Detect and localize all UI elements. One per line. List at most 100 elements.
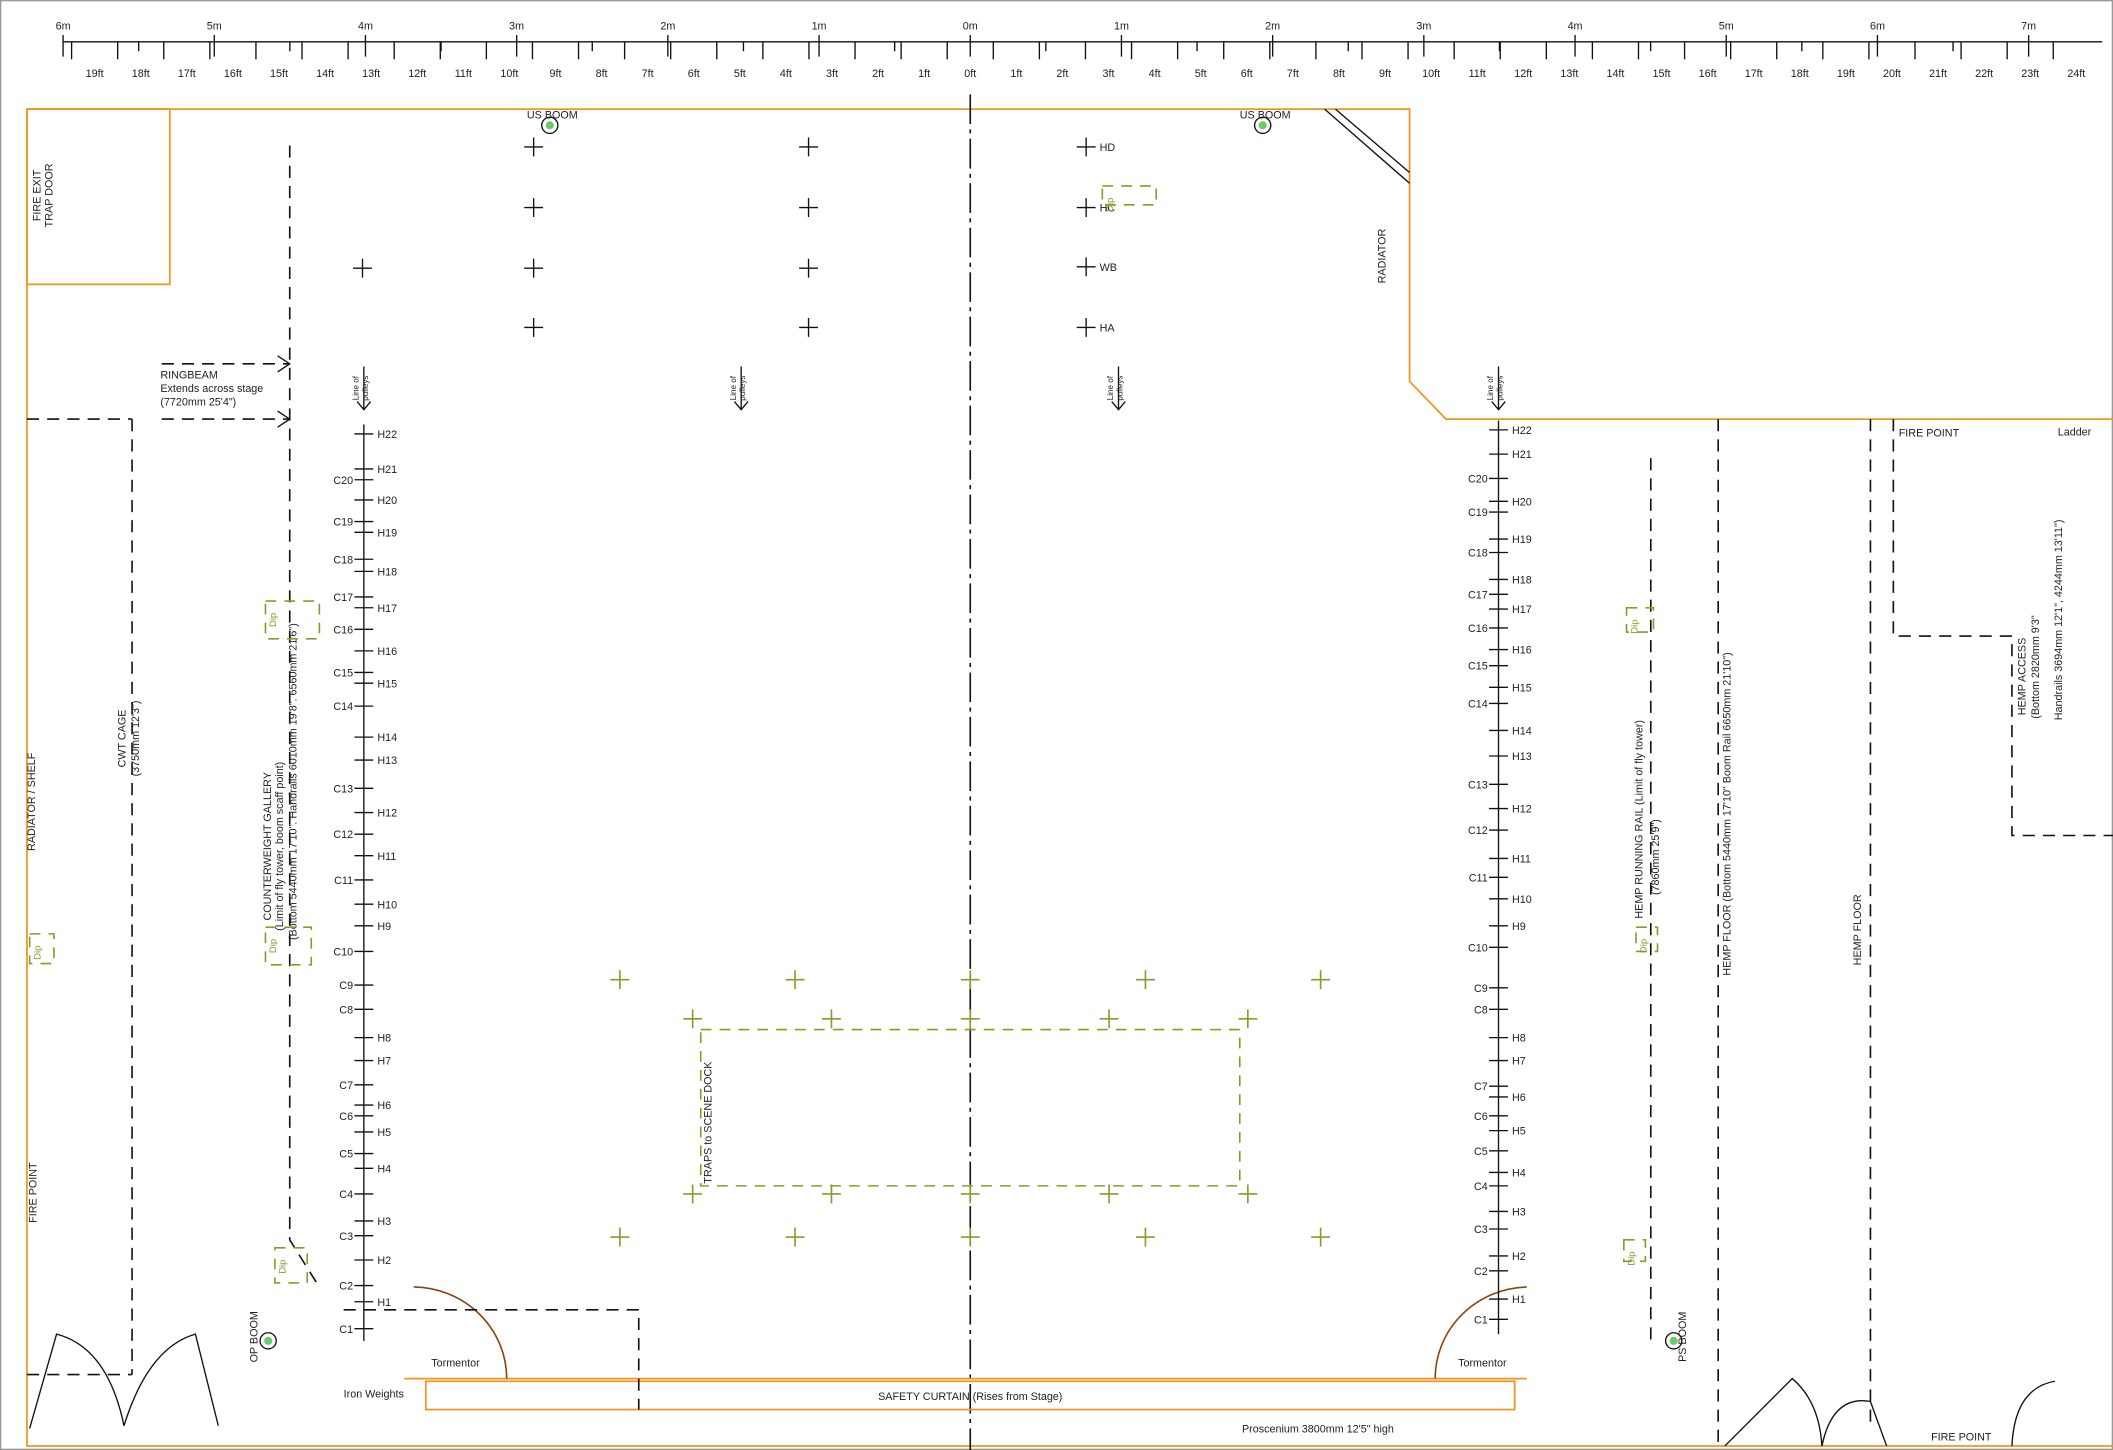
dip-label: Dip <box>267 613 278 627</box>
h-label: H20 <box>1512 496 1532 508</box>
dip <box>264 600 321 640</box>
ruler-label: 23ft <box>2021 68 2039 80</box>
ruler-label: 17ft <box>1745 68 1763 80</box>
h-label: H15 <box>1512 682 1532 694</box>
c-label: C10 <box>1468 942 1488 954</box>
dip-label: Dip <box>1626 1252 1637 1266</box>
dip-label: Dip <box>1638 939 1649 953</box>
stage-outline <box>26 108 2113 1447</box>
ruler-label: 1ft <box>1010 68 1022 80</box>
pulley-arrow <box>733 366 749 411</box>
ruler-label: 17ft <box>178 68 196 80</box>
c-label: C7 <box>339 1080 353 1092</box>
h-label: H12 <box>377 808 397 820</box>
pulley-label: Line of <box>729 375 738 400</box>
c-label: C8 <box>1474 1004 1488 1016</box>
ruler-label: 8ft <box>1333 68 1345 80</box>
ringbeam-arrows <box>277 355 291 428</box>
cross <box>524 258 544 278</box>
label: Iron Weights <box>344 1388 404 1400</box>
c-label: C20 <box>333 475 353 487</box>
fly-spines <box>363 420 1500 1341</box>
cross <box>785 970 805 990</box>
c-label: C6 <box>339 1111 353 1123</box>
c-label: C12 <box>1468 825 1488 837</box>
c-label: C8 <box>339 1004 353 1016</box>
dip-label: Dip <box>267 939 278 953</box>
ruler-label: 0ft <box>964 68 976 80</box>
c-label: C13 <box>1468 779 1488 791</box>
c-label: C16 <box>333 624 353 636</box>
ruler-label: 6m <box>1870 21 1885 33</box>
label: Handrails 3694mm 12'1", 4244mm 13'11") <box>2053 520 2065 721</box>
h-label: H14 <box>377 732 397 744</box>
dip <box>1635 926 1659 953</box>
boom <box>259 1332 277 1350</box>
h-label: H6 <box>1512 1092 1526 1104</box>
label: TRAP DOOR <box>44 163 56 227</box>
ruler-label: 6m <box>56 21 71 33</box>
cross <box>1099 1009 1119 1029</box>
ruler-label: 7ft <box>1287 68 1299 80</box>
ruler-label: 12ft <box>1514 68 1532 80</box>
dip <box>1625 606 1655 633</box>
c-label: C15 <box>333 667 353 679</box>
ruler-label: 10ft <box>500 68 518 80</box>
h-label: H6 <box>377 1100 391 1112</box>
label: CWT CAGE <box>116 710 128 768</box>
c-label: C2 <box>339 1281 353 1293</box>
ruler-label: 9ft <box>549 68 561 80</box>
ruler-label: 4m <box>1568 21 1583 33</box>
pulley-arrow <box>356 366 372 411</box>
c-label: C17 <box>333 592 353 604</box>
c-label: C4 <box>339 1189 353 1201</box>
label: PS BOOM <box>1677 1312 1689 1362</box>
ruler-label: 20ft <box>1883 68 1901 80</box>
ruler-label: 10ft <box>1422 68 1440 80</box>
ruler-label: 7m <box>2021 21 2036 33</box>
cross <box>799 137 818 157</box>
label: Tormentor <box>431 1357 480 1369</box>
h-label: H9 <box>1512 921 1526 933</box>
ruler-label: 4m <box>358 21 373 33</box>
ruler-label: 19ft <box>86 68 104 80</box>
c-label: C19 <box>333 517 353 529</box>
ruler-label: 3ft <box>826 68 838 80</box>
ruler-label: 19ft <box>1837 68 1855 80</box>
radiator-lines <box>1324 108 1411 184</box>
c-label: C18 <box>1468 548 1488 560</box>
ruler-label: 7ft <box>642 68 654 80</box>
dip <box>264 926 313 966</box>
h-label: H19 <box>377 527 397 539</box>
ruler-label: 16ft <box>224 68 242 80</box>
c-label: C6 <box>1474 1111 1488 1123</box>
label: TRAPS to SCENE DOCK <box>703 1061 715 1184</box>
ruler-label: 4ft <box>780 68 792 80</box>
label: (Limit of fly tower, boom scaff point) <box>274 762 286 931</box>
ruler-label: 18ft <box>132 68 150 80</box>
h-label: H4 <box>1512 1167 1526 1179</box>
hemp-floor <box>1717 419 1872 1442</box>
ruler-label: 5ft <box>1195 68 1207 80</box>
label: (7860mm 25'9") <box>1650 819 1662 895</box>
label: Ladder <box>2058 426 2092 438</box>
ruler-label: 24ft <box>2067 68 2085 80</box>
label: (Bottom 2820mm 9'3" <box>2030 615 2042 719</box>
ruler-label: 5ft <box>734 68 746 80</box>
c-label: C3 <box>1474 1224 1488 1236</box>
ruler-label: 2ft <box>872 68 884 80</box>
h-label: H17 <box>377 603 397 615</box>
ruler-label: 1m <box>812 21 827 33</box>
h-label: H5 <box>1512 1126 1526 1138</box>
c-label: C5 <box>339 1149 353 1161</box>
c-label: C10 <box>333 946 353 958</box>
dip-label: Dip <box>31 946 42 960</box>
h-label: H10 <box>377 899 397 911</box>
c-label: C1 <box>339 1324 353 1336</box>
boom-dot <box>1669 1336 1678 1345</box>
label: SAFETY CURTAIN (Rises from Stage) <box>878 1391 1062 1403</box>
dip <box>28 933 55 965</box>
label: FIRE POINT <box>27 1162 39 1223</box>
ruler-label: 18ft <box>1791 68 1809 80</box>
ruler-label: 22ft <box>1975 68 1993 80</box>
